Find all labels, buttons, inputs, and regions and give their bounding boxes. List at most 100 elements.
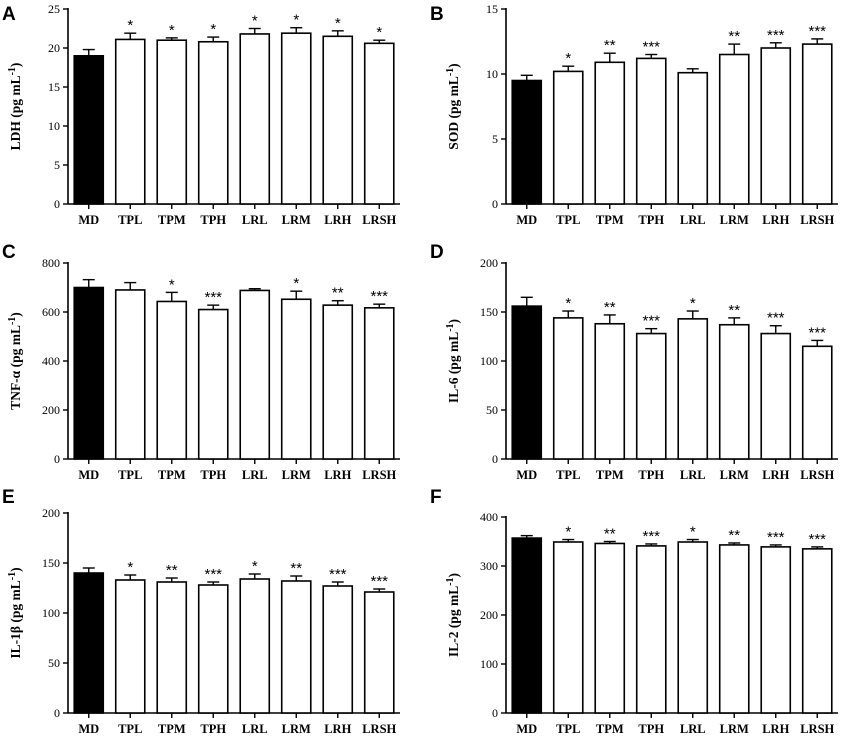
bar-md — [511, 305, 543, 460]
bar-tpm — [156, 581, 188, 714]
significance-label: *** — [642, 39, 660, 56]
significance-label: * — [127, 17, 133, 34]
significance-label: * — [169, 22, 175, 39]
y-axis-label-main: IL-2 (pg mL — [446, 586, 461, 657]
significance-label: *** — [370, 573, 388, 590]
significance-label: * — [565, 50, 571, 67]
x-category-label: MD — [78, 468, 99, 482]
bar-lrsh — [363, 42, 395, 205]
y-axis-label-main: LDH (pg mL — [8, 75, 23, 150]
significance-label: *** — [767, 310, 785, 327]
significance-label: * — [127, 559, 133, 576]
bar-lrm — [718, 53, 750, 205]
bar-lrsh — [363, 307, 395, 460]
panel-letter: E — [2, 487, 15, 508]
significance-label: * — [252, 558, 258, 575]
y-tick-label: 50 — [486, 403, 498, 417]
y-axis-label: IL-1β (pg mL-1) — [7, 567, 23, 658]
significance-label: * — [690, 295, 696, 312]
y-tick-label: 400 — [42, 354, 60, 368]
panel-letter: A — [2, 4, 16, 25]
x-category-label: TPL — [556, 468, 580, 482]
significance-label: *** — [767, 27, 785, 44]
x-category-label: LRSH — [800, 213, 834, 227]
bar-lrm — [280, 298, 312, 460]
y-tick-label: 0 — [492, 197, 498, 211]
bar-lrsh — [801, 548, 833, 714]
x-category-label: TPH — [638, 722, 664, 736]
significance-label: *** — [370, 288, 388, 305]
chart-panel-a: A LDH (pg mL-1) 0 5 10 15 20 25 MD * TPL * TPM * TPH * L… — [2, 2, 400, 227]
y-axis-label-tail: ) — [8, 567, 23, 572]
y-axis-label-superscript: -1 — [445, 577, 456, 585]
bar-lrm — [718, 323, 750, 460]
bar-tpl — [552, 70, 584, 205]
x-category-label: TPL — [118, 468, 142, 482]
x-category-label: LRH — [762, 468, 789, 482]
y-tick-label: 0 — [492, 706, 498, 720]
y-axis-label: IL-6 (pg mL-1) — [445, 319, 461, 403]
x-category-label: LRL — [242, 213, 268, 227]
significance-label: * — [293, 275, 299, 292]
x-category-label: LRSH — [362, 213, 396, 227]
significance-label: ** — [728, 28, 740, 45]
y-axis-label-superscript: -1 — [7, 572, 18, 580]
y-tick-label: 200 — [480, 256, 498, 270]
chart-panel-b: B SOD (pg mL-1) 0 5 10 15 MD * TPL ** TPM *** TPH LRL… — [430, 2, 838, 227]
x-category-label: TPL — [556, 722, 580, 736]
bar-md — [73, 286, 105, 460]
bar-tpl — [552, 317, 584, 460]
bar-lrm — [718, 544, 750, 714]
y-axis-label: LDH (pg mL-1) — [7, 63, 23, 151]
x-category-label: LRM — [282, 722, 311, 736]
y-tick-label: 5 — [54, 158, 60, 172]
bar-lrl — [239, 33, 271, 205]
significance-label: *** — [329, 566, 347, 583]
x-category-label: LRSH — [800, 722, 834, 736]
x-category-label: TPH — [200, 722, 226, 736]
y-tick-label: 100 — [42, 606, 60, 620]
significance-label: *** — [204, 566, 222, 583]
significance-label: * — [293, 12, 299, 29]
bar-lrm — [280, 32, 312, 205]
significance-label: * — [565, 524, 571, 541]
bar-tpl — [114, 579, 146, 714]
y-axis-label-superscript: -1 — [445, 68, 456, 76]
y-tick-label: 25 — [48, 2, 60, 16]
x-category-label: LRM — [720, 468, 749, 482]
bar-tph — [197, 584, 229, 714]
bar-tpm — [594, 322, 626, 460]
significance-label: ** — [604, 37, 616, 54]
y-tick-label: 200 — [42, 506, 60, 520]
x-category-label: TPL — [118, 213, 142, 227]
bar-lrh — [760, 47, 792, 205]
bar-lrsh — [801, 43, 833, 205]
x-category-label: TPH — [200, 213, 226, 227]
y-axis-label-main: SOD (pg mL — [446, 76, 461, 150]
bar-lrl — [677, 71, 709, 205]
bar-lrh — [322, 585, 354, 714]
y-tick-label: 400 — [480, 510, 498, 524]
y-tick-label: 5 — [492, 132, 498, 146]
y-tick-label: 150 — [42, 556, 60, 570]
bar-lrh — [322, 304, 354, 460]
significance-label: ** — [604, 299, 616, 316]
y-axis-label-tail: ) — [446, 319, 461, 324]
bar-lrsh — [363, 591, 395, 714]
bar-lrl — [677, 318, 709, 460]
significance-label: * — [169, 276, 175, 293]
y-tick-label: 200 — [42, 403, 60, 417]
x-category-label: LRH — [324, 468, 351, 482]
bar-md — [73, 54, 105, 205]
x-category-label: MD — [516, 722, 537, 736]
x-category-label: TPL — [556, 213, 580, 227]
significance-label: * — [565, 295, 571, 312]
bar-tpm — [156, 300, 188, 460]
x-category-label: LRL — [242, 468, 268, 482]
bar-lrsh — [801, 345, 833, 460]
bar-tpl — [114, 289, 146, 460]
bar-md — [511, 79, 543, 205]
bar-lrh — [322, 35, 354, 205]
y-tick-label: 300 — [480, 559, 498, 573]
panel-letter: D — [430, 242, 444, 263]
